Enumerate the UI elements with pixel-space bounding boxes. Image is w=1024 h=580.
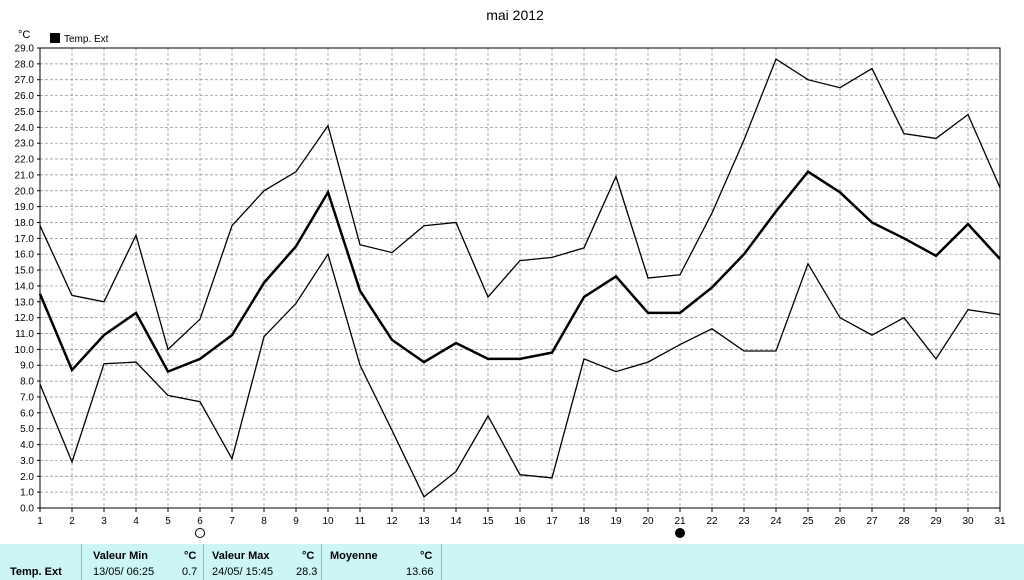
y-tick-label: 11.0 [15, 329, 34, 340]
x-tick-label: 29 [930, 516, 942, 527]
moon-markers [195, 528, 685, 538]
x-tick-label: 6 [197, 516, 203, 527]
y-tick-label: 5.0 [20, 424, 34, 435]
avg-unit: °C [420, 550, 433, 562]
x-tick-label: 13 [418, 516, 430, 527]
y-tick-label: 19.0 [15, 202, 35, 213]
y-tick-label: 8.0 [20, 377, 34, 388]
y-tick-label: 15.0 [15, 266, 35, 277]
y-tick-label: 27.0 [15, 75, 35, 86]
grid [40, 48, 1000, 508]
y-tick-label: 20.0 [15, 186, 35, 197]
x-tick-label: 15 [482, 516, 494, 527]
series-line-min [39, 252, 1001, 498]
y-tick-label: 4.0 [20, 440, 34, 451]
min-value: 0.7 [182, 566, 198, 578]
legend-label: Temp. Ext [64, 34, 109, 45]
x-tick-label: 4 [133, 516, 139, 527]
x-tick-label: 27 [866, 516, 878, 527]
y-tick-label: 13.0 [15, 297, 35, 308]
x-tick-label: 8 [261, 516, 267, 527]
full-moon-icon [195, 528, 205, 538]
y-tick-label: 18.0 [15, 218, 35, 229]
stats-footer: Temp. Ext Valeur Min °C 13/05/ 06:25 0.7… [0, 544, 1024, 580]
footer-max-cell: Valeur Max °C 24/05/ 15:45 28.3 [204, 544, 322, 580]
x-tick-label: 16 [514, 516, 526, 527]
x-tick-label: 9 [293, 516, 299, 527]
y-tick-label: 6.0 [20, 408, 34, 419]
y-tick-label: 10.0 [15, 345, 35, 356]
x-tick-label: 10 [322, 516, 334, 527]
temperature-chart: mai 2012 °C Temp. Ext 0.0 1.0 2.0 3.0 4.0 5.0… [15, 7, 1006, 538]
max-value: 28.3 [296, 566, 318, 578]
y-axis-unit: °C [18, 29, 30, 41]
x-tick-label: 30 [962, 516, 974, 527]
x-tick-label: 7 [229, 516, 235, 527]
y-tick-label: 1.0 [20, 488, 34, 499]
x-tick-label: 17 [546, 516, 558, 527]
x-tick-label: 19 [610, 516, 622, 527]
legend-swatch [50, 33, 60, 43]
y-tick-label: 26.0 [15, 91, 35, 102]
x-tick-label: 1 [37, 516, 43, 527]
series-line-max [39, 58, 1001, 351]
series-lines [38, 58, 1001, 498]
y-tick-label: 2.0 [20, 472, 34, 483]
y-tick-label: 23.0 [15, 139, 35, 150]
y-tick-label: 25.0 [15, 107, 35, 118]
x-tick-label: 2 [69, 516, 75, 527]
new-moon-icon [675, 528, 685, 538]
min-header: Valeur Min [93, 550, 149, 562]
x-tick-label: 24 [770, 516, 782, 527]
x-tick-label: 21 [674, 516, 686, 527]
x-tick-label: 25 [802, 516, 814, 527]
max-header: Valeur Max [212, 550, 270, 562]
min-time: 13/05/ 06:25 [93, 566, 155, 578]
y-tick-label: 0.0 [20, 504, 34, 515]
axes: 0.01.02.03.04.05.06.07.08.09.010.011.012… [15, 44, 1006, 528]
y-tick-label: 16.0 [15, 250, 35, 261]
x-tick-label: 20 [642, 516, 654, 527]
y-tick-label: 7.0 [20, 392, 34, 403]
y-tick-label: 3.0 [20, 456, 34, 467]
footer-avg-cell: Moyenne °C 13.66 [322, 544, 442, 580]
min-unit: °C [184, 550, 197, 562]
y-tick-label: 21.0 [15, 170, 35, 181]
y-tick-label: 22.0 [15, 155, 35, 166]
plot-frame [39, 47, 1001, 509]
avg-header: Moyenne [330, 550, 378, 562]
footer-series-cell: Temp. Ext [0, 544, 82, 580]
x-tick-label: 14 [450, 516, 462, 527]
footer-series-name: Temp. Ext [10, 566, 62, 578]
y-tick-label: 29.0 [15, 44, 35, 55]
y-tick-label: 17.0 [15, 234, 35, 245]
avg-value: 13.66 [406, 566, 434, 578]
series-line-mean [38, 170, 1001, 374]
y-tick-label: 24.0 [15, 123, 35, 134]
x-tick-label: 26 [834, 516, 846, 527]
x-tick-label: 18 [578, 516, 590, 527]
y-tick-label: 12.0 [15, 313, 35, 324]
y-tick-label: 9.0 [20, 361, 34, 372]
x-tick-label: 31 [994, 516, 1006, 527]
y-tick-label: 14.0 [15, 281, 35, 292]
y-tick-label: 28.0 [15, 59, 35, 70]
max-time: 24/05/ 15:45 [212, 566, 274, 578]
x-tick-label: 28 [898, 516, 910, 527]
footer-min-cell: Valeur Min °C 13/05/ 06:25 0.7 [82, 544, 204, 580]
x-tick-label: 23 [738, 516, 750, 527]
x-tick-label: 12 [386, 516, 398, 527]
x-tick-label: 3 [101, 516, 107, 527]
x-tick-label: 22 [706, 516, 718, 527]
x-tick-label: 11 [355, 516, 366, 527]
chart-title: mai 2012 [486, 7, 544, 23]
max-unit: °C [302, 550, 315, 562]
x-tick-label: 5 [165, 516, 171, 527]
